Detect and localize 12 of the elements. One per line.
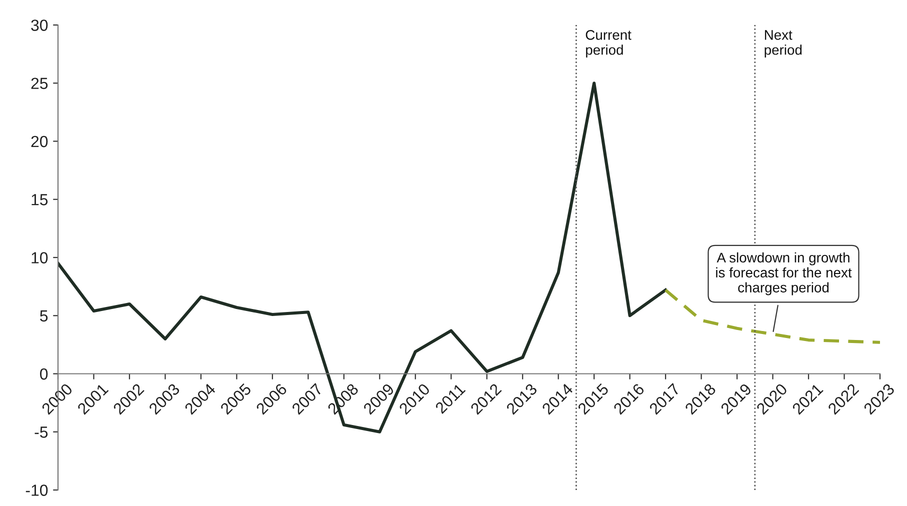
y-tick-label: 10 xyxy=(32,252,48,264)
y-tick-label: 15 xyxy=(32,194,48,206)
y-tick-label: 25 xyxy=(31,78,48,90)
ref-line-label: Next period xyxy=(764,30,802,58)
y-tick-label: 20 xyxy=(31,136,48,148)
y-tick-label: -5 xyxy=(34,426,48,438)
y-tick-label: 5 xyxy=(40,310,48,322)
annotation: A slowdown in growth is forecast for the next charges period xyxy=(716,252,852,296)
ref-line-label: Current period xyxy=(586,30,632,58)
y-tick-label: -10 xyxy=(26,484,48,496)
y-tick-label: 0 xyxy=(40,368,48,380)
y-tick-label: 30 xyxy=(31,20,48,31)
